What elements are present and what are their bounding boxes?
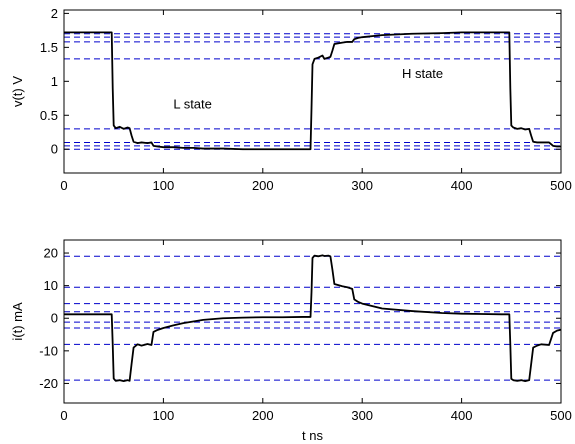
x-tick-label: 200	[252, 408, 274, 423]
annotation-h-state: H state	[402, 66, 443, 81]
y-tick-label: 1.5	[40, 40, 58, 55]
y-axis-label: v(t) V	[10, 76, 25, 107]
y-tick-label: 0.5	[40, 108, 58, 123]
y-tick-label: 0	[51, 311, 58, 326]
subplot-1: 0 100 200 300 400 500 0 0.5 1 1.5 2 v(t) V L state H …	[10, 6, 572, 193]
axes-frame	[63, 239, 562, 404]
x-tick-label: 400	[451, 178, 473, 193]
y-tick-label: -20	[39, 376, 58, 391]
y-tick-label: 0	[51, 142, 58, 157]
x-tick-label: 0	[60, 178, 67, 193]
reference-lines	[64, 33, 561, 150]
annotation-l-state: L state	[173, 96, 212, 111]
y-axis-label: i(t) mA	[10, 302, 25, 341]
y-tick-label: 20	[44, 246, 58, 261]
x-tick-label: 100	[153, 408, 175, 423]
subplot-2: 0 100 200 300 400 500 -20 -10 0 10 20 i(t) mA t ns	[10, 239, 572, 443]
y-tick-label: 1	[51, 74, 58, 89]
y-tick-label: 2	[51, 6, 58, 21]
y-tick-label: -10	[39, 343, 58, 358]
series-line-1	[64, 31, 561, 151]
series-line-1	[64, 254, 561, 383]
x-tick-label: 300	[351, 408, 373, 423]
x-tick-label: 300	[351, 178, 373, 193]
x-tick-label: 100	[153, 178, 175, 193]
y-tick-label: 10	[44, 278, 58, 293]
x-tick-label: 500	[550, 408, 572, 423]
axes-frame	[63, 9, 562, 174]
x-tick-label: 500	[550, 178, 572, 193]
x-tick-label: 200	[252, 178, 274, 193]
x-tick-label: 400	[451, 408, 473, 423]
x-axis-label: t ns	[302, 428, 323, 443]
x-tick-label: 0	[60, 408, 67, 423]
